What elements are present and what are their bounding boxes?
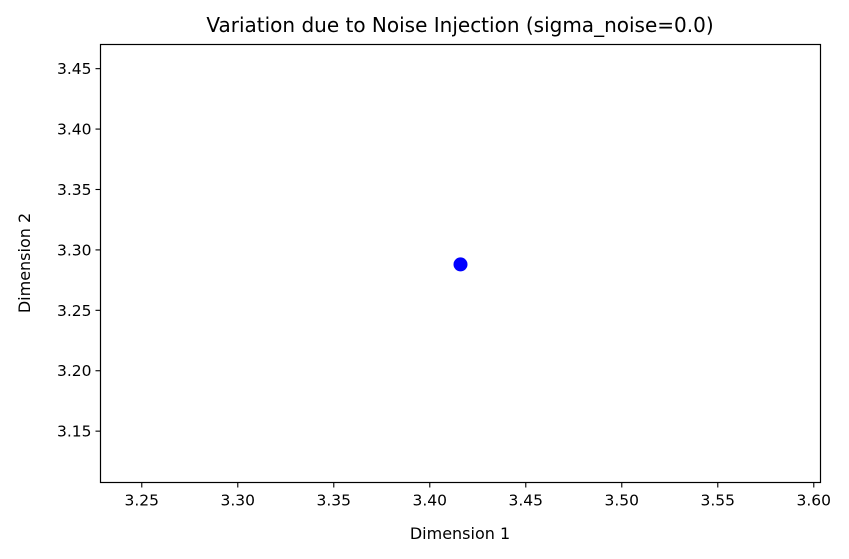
x-tick-label: 3.55 xyxy=(701,492,736,510)
y-tick-label: 3.20 xyxy=(57,362,92,380)
chart-title: Variation due to Noise Injection (sigma_… xyxy=(206,13,713,37)
x-tick-label: 3.45 xyxy=(509,492,544,510)
x-axis: 3.25 3.30 3.35 3.40 3.45 3.50 3.55 3.60 xyxy=(125,482,832,510)
y-tick-label: 3.15 xyxy=(57,423,92,441)
x-tick-label: 3.25 xyxy=(125,492,160,510)
y-tick-label: 3.30 xyxy=(57,241,92,259)
y-tick-label: 3.35 xyxy=(57,181,92,199)
y-tick-label: 3.45 xyxy=(57,60,92,78)
x-tick-label: 3.50 xyxy=(605,492,640,510)
x-tick-label: 3.60 xyxy=(797,492,832,510)
data-points xyxy=(453,257,468,272)
y-axis: 3.15 3.20 3.25 3.30 3.35 3.40 3.45 xyxy=(57,60,101,441)
y-axis-label: Dimension 2 xyxy=(15,213,34,313)
y-tick-label: 3.25 xyxy=(57,302,92,320)
x-tick-label: 3.35 xyxy=(317,492,352,510)
data-point xyxy=(453,257,468,272)
x-axis-label: Dimension 1 xyxy=(410,524,510,543)
x-tick-label: 3.40 xyxy=(413,492,448,510)
y-tick-label: 3.40 xyxy=(57,121,92,139)
x-tick-label: 3.30 xyxy=(221,492,256,510)
